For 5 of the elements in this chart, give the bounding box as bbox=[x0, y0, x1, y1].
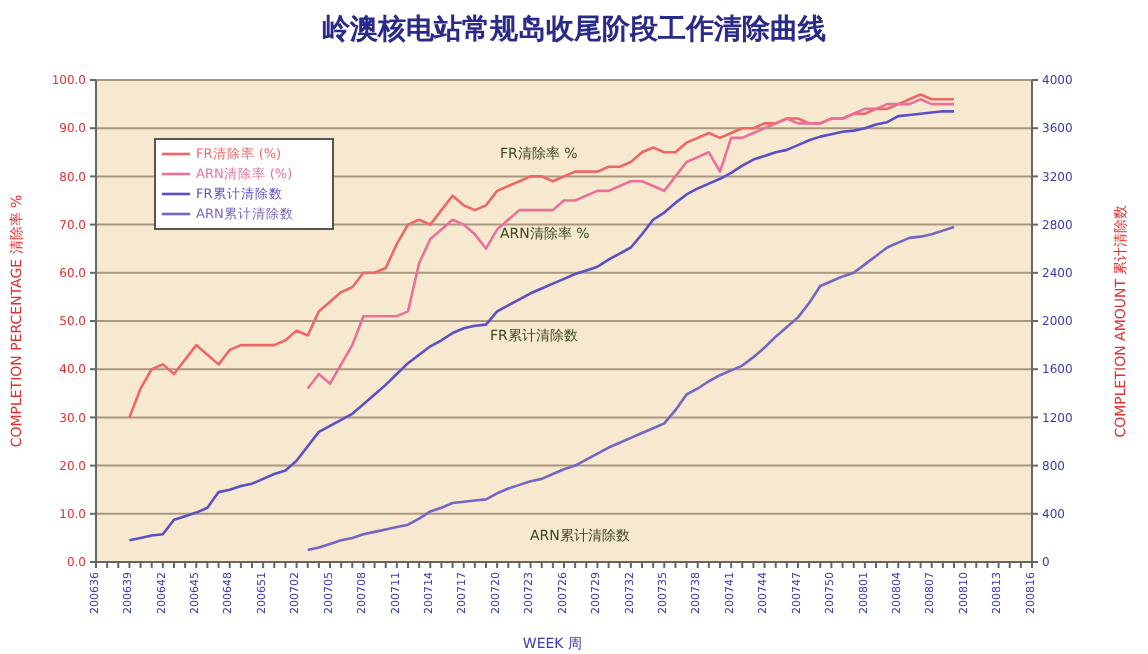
line-series bbox=[128, 93, 956, 419]
line-series bbox=[306, 97, 956, 390]
chart-title: 岭澳核电站常规岛收尾阶段工作清除曲线 bbox=[320, 12, 828, 48]
line-series bbox=[128, 110, 956, 542]
line-series bbox=[306, 225, 956, 552]
